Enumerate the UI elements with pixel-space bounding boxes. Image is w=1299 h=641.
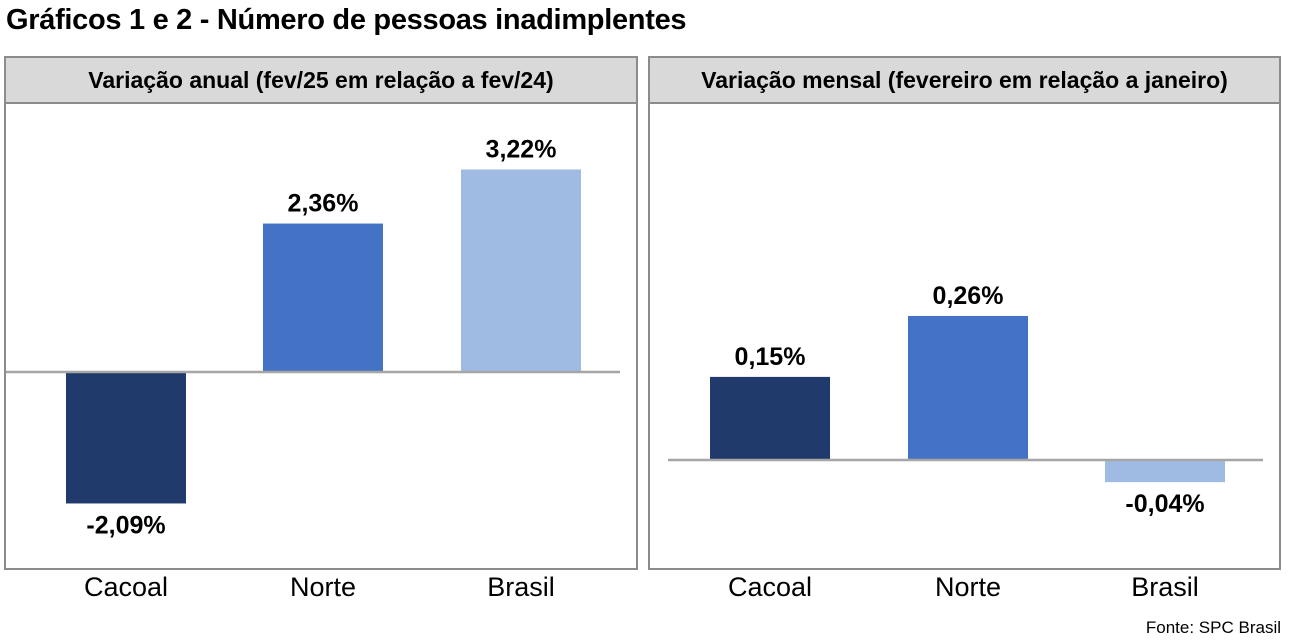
category-label-annual-brasil: Brasil — [487, 572, 555, 602]
category-label-monthly-norte: Norte — [934, 572, 1002, 602]
bar-annual-norte — [263, 223, 383, 372]
chart-title-monthly: Variação mensal (fevereiro em relação a … — [650, 58, 1279, 104]
category-label-monthly-brasil: Brasil — [1131, 572, 1199, 602]
category-axis-monthly: Cacoal Norte Brasil — [648, 572, 1281, 616]
chart-title-annual: Variação anual (fev/25 em relação a fev/… — [6, 58, 636, 104]
chart-panel-annual: Variação anual (fev/25 em relação a fev/… — [4, 56, 638, 570]
data-label-annual-brasil: 3,22% — [486, 135, 557, 163]
page-title: Gráficos 1 e 2 - Número de pessoas inadi… — [6, 4, 687, 36]
bar-annual-brasil — [461, 169, 581, 372]
category-label-monthly-cacoal: Cacoal — [727, 572, 813, 602]
bar-monthly-brasil — [1105, 460, 1225, 483]
bar-chart-monthly: 0,15% 0,26% -0,04% — [668, 282, 1263, 518]
source-note: Fonte: SPC Brasil — [1145, 618, 1281, 637]
category-label-annual-norte: Norte — [289, 572, 357, 602]
bar-monthly-norte — [908, 315, 1028, 460]
chart-panel-monthly: Variação mensal (fevereiro em relação a … — [648, 56, 1281, 570]
data-label-monthly-brasil: -0,04% — [1125, 490, 1204, 518]
data-label-monthly-cacoal: 0,15% — [735, 343, 806, 371]
bar-annual-cacoal — [66, 372, 186, 504]
category-label-annual-cacoal: Cacoal — [83, 572, 169, 602]
category-axis-annual: Cacoal Norte Brasil — [4, 572, 638, 616]
data-label-monthly-norte: 0,26% — [933, 282, 1004, 310]
data-label-annual-norte: 2,36% — [288, 190, 359, 218]
bar-chart-annual: -2,09% 2,36% 3,22% — [6, 135, 620, 539]
bar-monthly-cacoal — [710, 376, 830, 460]
data-label-annual-cacoal: -2,09% — [86, 511, 165, 539]
